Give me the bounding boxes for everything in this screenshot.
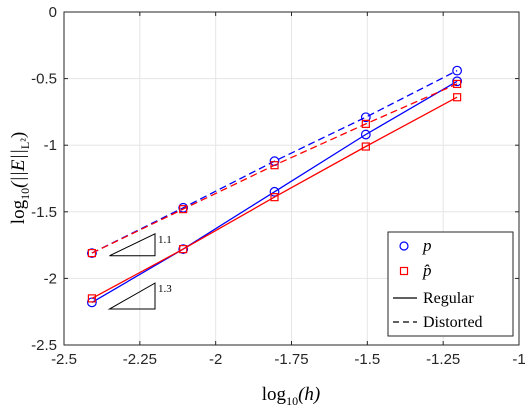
legend-marker-p — [399, 241, 409, 251]
legend: p p̂ Regular Distorted — [387, 231, 514, 337]
data-point-square — [87, 248, 97, 258]
series-layer — [87, 65, 463, 308]
y-tick-label: -1.5 — [31, 204, 57, 221]
data-point-square — [87, 294, 97, 303]
slope-label: 1.1 — [158, 234, 172, 246]
series-line-2 — [91, 96, 458, 299]
series-line-3 — [91, 83, 458, 254]
y-tick-label: -1 — [44, 137, 57, 154]
axis-ticks: -2.5 -2.25 -2 -1.75 -1.5 -1.25 -1 0 -0.5 -1 -1.5 -2… — [31, 4, 526, 368]
legend-marker-phat — [399, 266, 409, 276]
x-tick-label: -1.25 — [426, 351, 460, 368]
legend-label-distorted: Distorted — [423, 314, 483, 331]
data-point-circle — [87, 248, 97, 258]
legend-label-phat: p̂ — [422, 261, 432, 280]
slope-triangle — [109, 232, 156, 257]
legend-label-p: p — [422, 236, 432, 255]
slope-triangles: 1.1 1.3 — [107, 232, 172, 310]
data-point-square — [453, 79, 462, 89]
data-point-circle — [360, 112, 371, 123]
y-tick-label: -0.5 — [31, 71, 57, 88]
data-point-square — [361, 119, 370, 128]
data-point-circle — [452, 76, 463, 87]
x-tick-label: -2.25 — [123, 351, 157, 368]
y-axis-label: log10(||E||L²) — [8, 132, 32, 224]
data-point-square — [361, 142, 370, 151]
x-tick-label: -2 — [209, 351, 222, 368]
data-point-square — [453, 93, 462, 102]
x-tick-label: -2.5 — [51, 351, 77, 368]
data-point-circle — [452, 65, 463, 76]
data-point-square — [270, 161, 279, 170]
data-point-circle — [178, 244, 189, 254]
x-tick-label: -1 — [512, 351, 525, 368]
y-tick-label: -2 — [44, 270, 57, 287]
y-tick-label: 0 — [49, 4, 57, 21]
legend-box — [387, 231, 514, 337]
data-point-circle — [360, 129, 371, 140]
data-point-square — [179, 244, 188, 254]
data-point-circle — [269, 186, 280, 197]
x-tick-label: -1.5 — [354, 351, 380, 368]
y-tick-label: -2.5 — [31, 337, 57, 354]
slope-triangle — [107, 282, 156, 310]
x-axis-label: log10(h) — [262, 384, 320, 408]
data-point-square — [270, 193, 279, 202]
slope-label: 1.3 — [158, 283, 172, 295]
data-point-square — [179, 205, 188, 214]
x-tick-label: -1.75 — [274, 351, 308, 368]
legend-label-regular: Regular — [423, 290, 474, 307]
series-line-0 — [91, 80, 458, 303]
